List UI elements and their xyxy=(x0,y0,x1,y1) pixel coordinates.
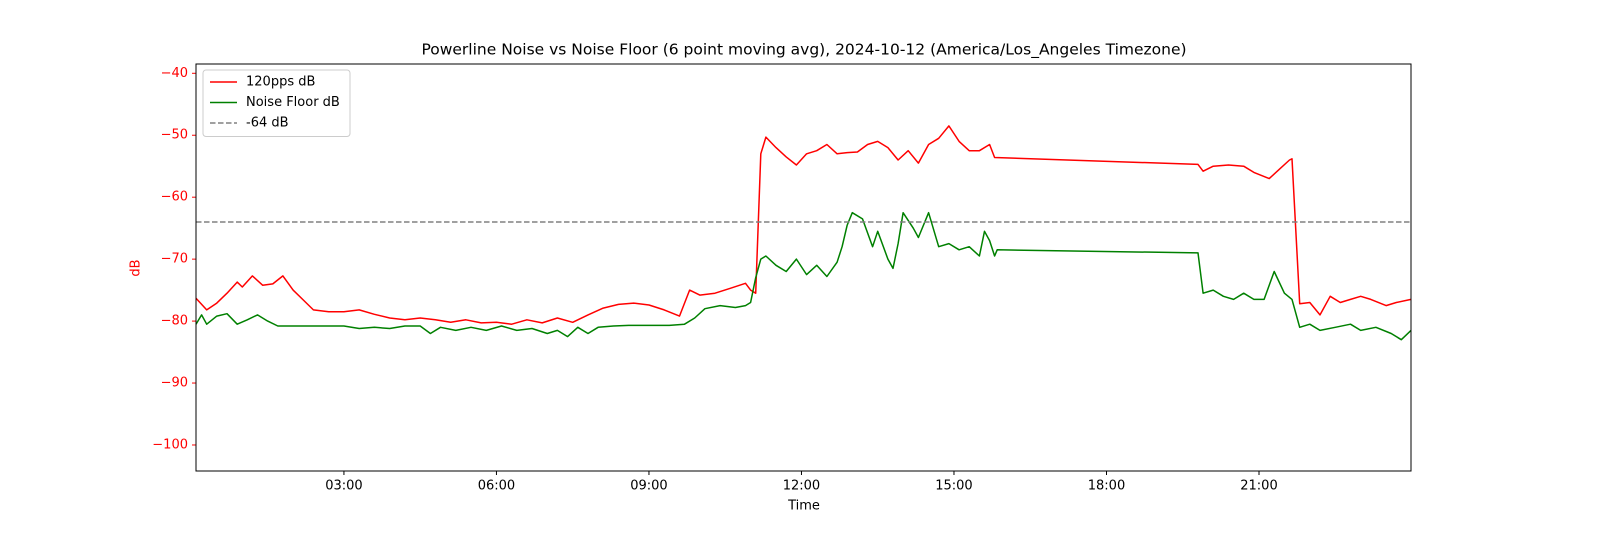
plot-frame xyxy=(195,63,1412,472)
x-tick-label: 06:00 xyxy=(478,479,515,494)
y-tick-label: −60 xyxy=(161,190,188,205)
y-tick-label: −50 xyxy=(161,128,188,143)
chart-title: Powerline Noise vs Noise Floor (6 point … xyxy=(421,41,1186,60)
legend-label: -64 dB xyxy=(246,116,289,131)
x-tick-label: 18:00 xyxy=(1088,479,1125,494)
y-tick-label: −70 xyxy=(161,252,188,267)
x-tick-label: 03:00 xyxy=(325,479,362,494)
y-tick-label: −80 xyxy=(161,314,188,329)
x-axis-label: Time xyxy=(787,499,820,514)
legend-label: Noise Floor dB xyxy=(246,95,340,110)
x-tick-label: 09:00 xyxy=(630,479,667,494)
y-axis-label: dB xyxy=(129,259,144,276)
x-tick-label: 12:00 xyxy=(783,479,820,494)
y-tick-label: −100 xyxy=(152,437,188,452)
y-tick-label: −40 xyxy=(161,66,188,81)
legend-box xyxy=(202,69,351,137)
legend-label: 120pps dB xyxy=(246,75,315,90)
series-line xyxy=(195,211,1412,341)
series-line xyxy=(195,125,1412,325)
x-tick-label: 21:00 xyxy=(1240,479,1277,494)
y-tick-label: −90 xyxy=(161,376,188,391)
x-tick-label: 15:00 xyxy=(935,479,972,494)
